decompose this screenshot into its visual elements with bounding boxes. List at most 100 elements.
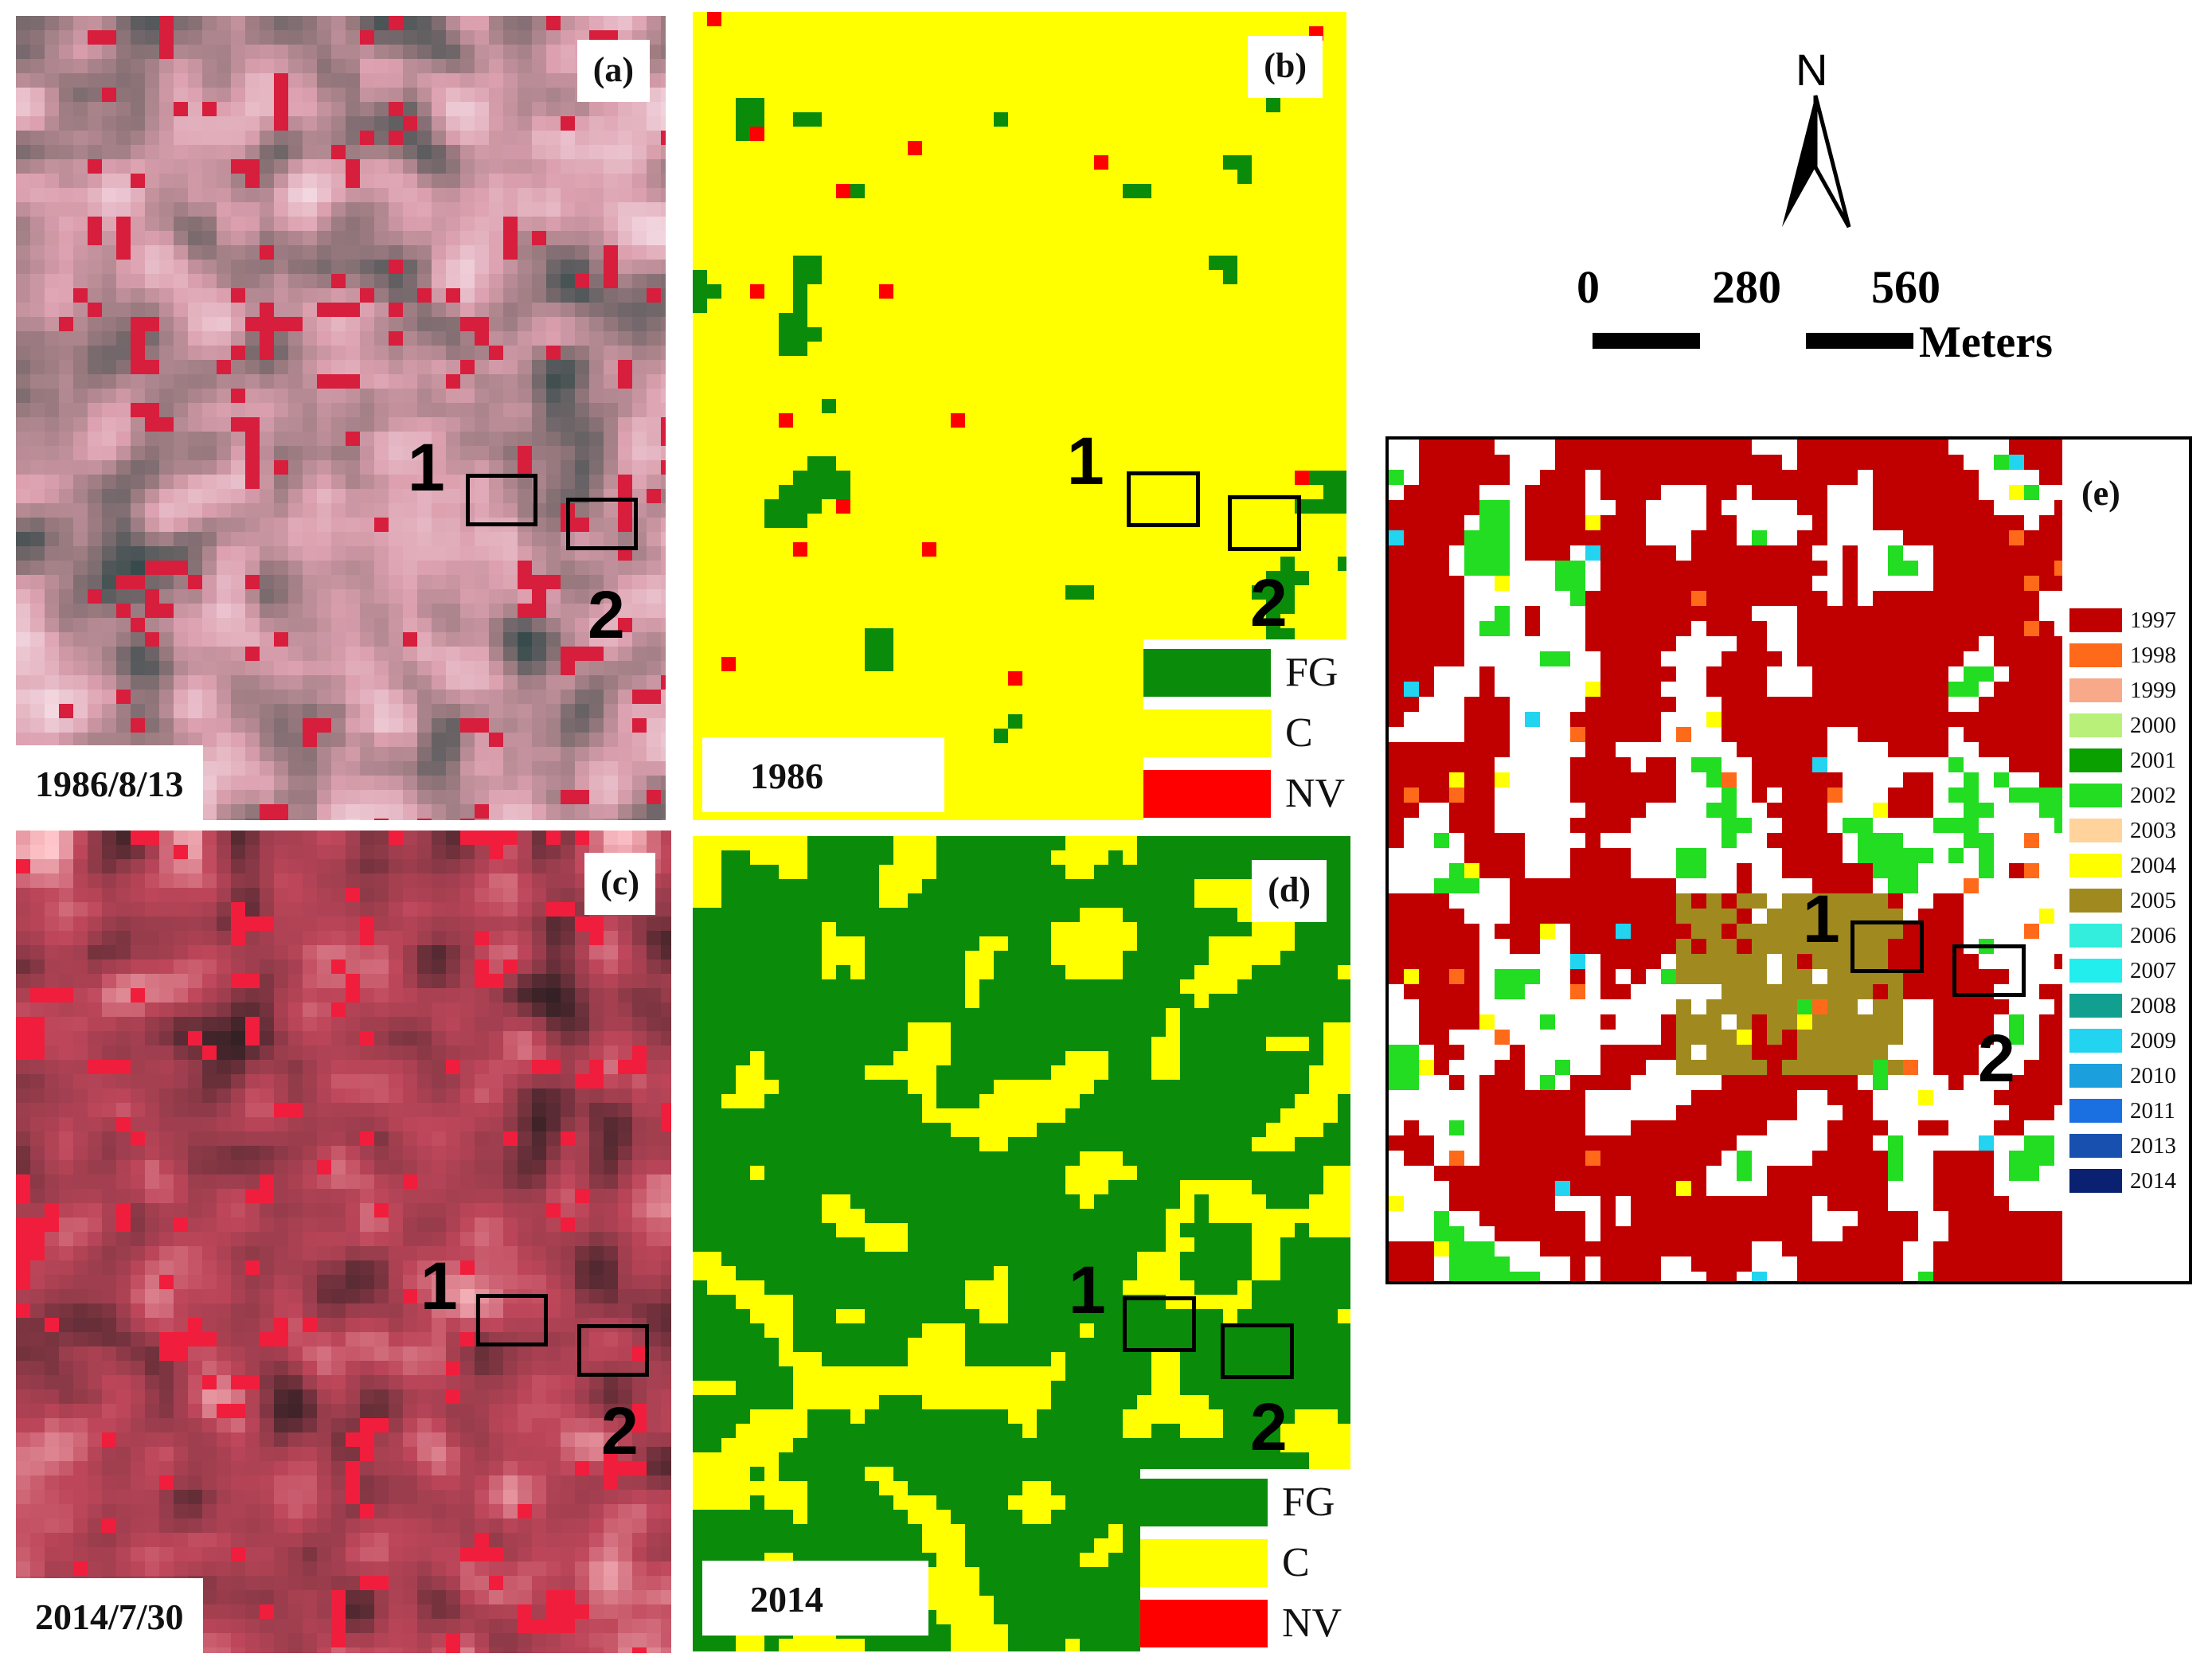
legend-label: FG xyxy=(1285,650,1339,695)
year-legend-item-2011: 2011 xyxy=(2069,1097,2189,1124)
legend-swatch xyxy=(1140,1600,1268,1647)
year-swatch xyxy=(2069,994,2122,1018)
legend-swatch xyxy=(1140,1479,1268,1526)
legend-swatch xyxy=(1143,770,1271,818)
year-label: 2006 xyxy=(2130,923,2176,948)
panel-c-tag: (c) xyxy=(584,853,655,915)
legend-item-c: C xyxy=(1143,705,1346,762)
year-legend-item-1999: 1999 xyxy=(2069,677,2189,704)
year-swatch xyxy=(2069,889,2122,913)
year-label: 1997 xyxy=(2130,608,2176,633)
scale-tick-560: 560 xyxy=(1871,261,1940,313)
scale-tick-0: 0 xyxy=(1577,261,1600,313)
panel-b-year: 1986 xyxy=(702,737,944,812)
site-2-label: 2 xyxy=(1250,565,1288,640)
year-swatch xyxy=(2069,1029,2122,1053)
legend-item-nv: NV xyxy=(1140,1595,1350,1651)
year-label: 2004 xyxy=(2130,853,2176,878)
year-label: 2002 xyxy=(2130,783,2176,808)
year-legend-item-2003: 2003 xyxy=(2069,817,2189,844)
year-label: 2009 xyxy=(2130,1028,2176,1053)
year-swatch xyxy=(2069,784,2122,807)
year-label: 2007 xyxy=(2130,958,2176,983)
scale-unit: Meters xyxy=(1919,318,2053,367)
year-legend-item-2008: 2008 xyxy=(2069,992,2189,1019)
year-swatch xyxy=(2069,713,2122,737)
site-1-box xyxy=(466,474,537,526)
class-legend: FG C NV xyxy=(1143,639,1346,820)
north-label: N xyxy=(1796,45,1828,95)
year-legend-item-2006: 2006 xyxy=(2069,922,2189,949)
year-label: 2011 xyxy=(2130,1098,2175,1124)
north-arrow-icon xyxy=(1782,95,1851,229)
year-label: 2008 xyxy=(2130,993,2176,1018)
year-label: 2000 xyxy=(2130,713,2176,738)
panel-e-change-year-map: (e) 1 2 1997 1998 1999 2000 2001 2002 2003 2004… xyxy=(1385,436,2192,1284)
year-swatch xyxy=(2069,1134,2122,1158)
panel-d-tag: (d) xyxy=(1252,860,1327,922)
class-legend: FG C NV xyxy=(1140,1469,1350,1651)
year-swatch xyxy=(2069,1064,2122,1088)
legend-label: C xyxy=(1282,1540,1310,1585)
site-1-label: 1 xyxy=(1067,424,1104,498)
site-1-label: 1 xyxy=(1069,1253,1106,1327)
year-label: 1998 xyxy=(2130,643,2176,668)
legend-swatch xyxy=(1143,649,1271,697)
year-legend-item-2013: 2013 xyxy=(2069,1132,2189,1159)
fcc-raster-2014 xyxy=(16,830,671,1653)
year-swatch xyxy=(2069,643,2122,667)
scale-tick-280: 280 xyxy=(1712,261,1781,313)
site-1-box xyxy=(1127,471,1200,527)
year-swatch xyxy=(2069,748,2122,772)
site-2-box xyxy=(577,1324,649,1377)
site-1-label: 1 xyxy=(408,430,445,505)
year-legend-item-1998: 1998 xyxy=(2069,642,2189,669)
year-label: 2001 xyxy=(2130,748,2176,773)
year-swatch xyxy=(2069,854,2122,877)
year-legend-item-2000: 2000 xyxy=(2069,712,2189,739)
legend-label: NV xyxy=(1282,1600,1342,1646)
legend-item-fg: FG xyxy=(1143,644,1346,702)
year-swatch xyxy=(2069,819,2122,842)
scale-segment-2 xyxy=(1806,333,1913,349)
year-label: 1999 xyxy=(2130,678,2176,703)
classification-raster-1986 xyxy=(693,12,1346,820)
legend-label: C xyxy=(1285,710,1313,756)
site-2-box xyxy=(566,498,638,550)
legend-label: NV xyxy=(1285,771,1346,816)
change-year-raster xyxy=(1389,440,2062,1281)
legend-swatch xyxy=(1140,1539,1268,1587)
panel-d-year: 2014 xyxy=(702,1561,928,1636)
panel-b-classification-1986: (b) 1986 1 2 FG C NV xyxy=(693,12,1346,820)
site-2-label: 2 xyxy=(588,577,625,652)
site-2-label: 2 xyxy=(1250,1389,1288,1464)
year-label: 2005 xyxy=(2130,888,2176,913)
year-legend-item-2004: 2004 xyxy=(2069,852,2189,879)
year-legend-item-2010: 2010 xyxy=(2069,1062,2189,1089)
site-1-label: 1 xyxy=(420,1249,458,1323)
site-1-box xyxy=(1123,1296,1196,1352)
legend-swatch xyxy=(1143,709,1271,757)
panel-a-tag: (a) xyxy=(576,40,650,102)
panel-b-tag: (b) xyxy=(1248,36,1323,98)
year-legend-item-2001: 2001 xyxy=(2069,747,2189,774)
panel-c-date: 2014/7/30 xyxy=(16,1578,203,1653)
legend-item-nv: NV xyxy=(1143,765,1346,820)
scale-segment-1 xyxy=(1593,333,1700,349)
panel-c-fcc-2014: (c) 2014/7/30 1 2 xyxy=(16,830,671,1653)
year-swatch xyxy=(2069,959,2122,983)
fcc-raster-1986 xyxy=(16,16,666,820)
year-swatch xyxy=(2069,924,2122,948)
year-legend-item-2005: 2005 xyxy=(2069,887,2189,914)
panel-e-tag: (e) xyxy=(2081,474,2120,513)
year-legend-item-2014: 2014 xyxy=(2069,1167,2189,1194)
site-2-label: 2 xyxy=(1978,1021,2015,1096)
year-swatch xyxy=(2069,1169,2122,1193)
legend-item-c: C xyxy=(1140,1534,1350,1592)
year-label: 2014 xyxy=(2130,1168,2176,1194)
legend-item-fg: FG xyxy=(1140,1474,1350,1531)
site-2-box xyxy=(1952,944,2026,997)
panel-d-classification-2014: (d) 2014 1 2 FG C NV xyxy=(693,836,1350,1651)
site-1-box xyxy=(476,1294,548,1346)
year-label: 2003 xyxy=(2130,818,2176,843)
